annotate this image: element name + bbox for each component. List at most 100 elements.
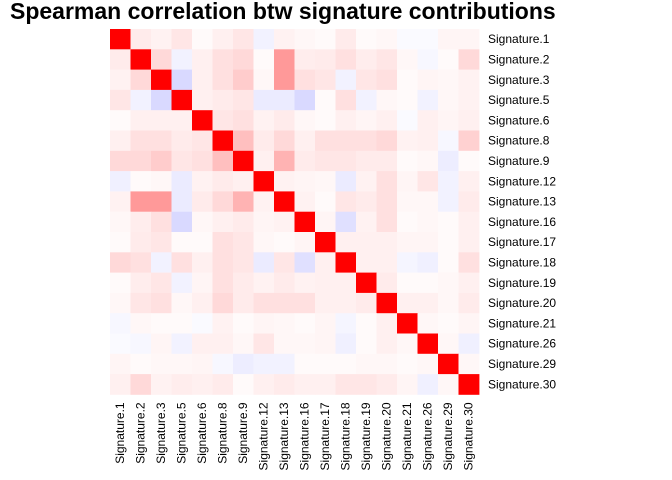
heatmap-cell — [253, 110, 275, 131]
heatmap-cell — [171, 252, 193, 273]
column-tick-label: Signature.18 — [339, 402, 353, 470]
column-tick-label: Signature.17 — [318, 402, 332, 470]
heatmap-cell — [253, 89, 275, 111]
heatmap-cell — [335, 89, 357, 111]
heatmap-cell — [397, 252, 418, 273]
heatmap-cell — [294, 110, 316, 131]
heatmap-cell — [110, 353, 131, 375]
heatmap-cell — [335, 353, 357, 375]
heatmap-cell — [417, 49, 439, 70]
heatmap-cell — [212, 110, 234, 131]
heatmap-cell — [253, 130, 275, 152]
heatmap-cell — [294, 292, 316, 314]
column-tick-label: Signature.3 — [154, 402, 168, 464]
heatmap-cell — [397, 272, 418, 294]
heatmap-cell — [315, 374, 336, 395]
heatmap-cell — [274, 374, 295, 395]
heatmap-cell — [192, 232, 213, 253]
heatmap-cell — [417, 353, 439, 375]
column-tick-label: Signature.5 — [175, 402, 189, 464]
column-tick-label: Signature.19 — [359, 402, 373, 470]
row-tick-label: Signature.18 — [488, 255, 556, 269]
heatmap-cell — [397, 150, 418, 172]
heatmap-cell — [376, 150, 398, 172]
heatmap-cell — [294, 69, 316, 91]
heatmap-cell — [151, 292, 172, 314]
heatmap-cell — [458, 211, 480, 233]
heatmap-cell — [212, 150, 234, 172]
heatmap-cell — [458, 69, 480, 91]
heatmap-cell — [294, 374, 316, 395]
heatmap-cell — [274, 69, 295, 91]
heatmap-cell — [458, 110, 480, 131]
heatmap-cell — [417, 232, 439, 253]
heatmap-cell — [151, 69, 172, 91]
heatmap-cell — [171, 150, 193, 172]
heatmap-cell — [458, 150, 480, 172]
heatmap-cell — [335, 130, 357, 152]
heatmap-cell — [335, 272, 357, 294]
heatmap-cell — [212, 211, 234, 233]
column-tick-label: Signature.1 — [113, 402, 127, 464]
heatmap-cell — [397, 191, 418, 213]
heatmap-cell — [356, 130, 377, 152]
heatmap-cell — [253, 150, 275, 172]
chart-title: Spearman correlation btw signature contr… — [10, 0, 556, 24]
heatmap-cell — [212, 313, 234, 334]
heatmap-cell — [335, 211, 357, 233]
heatmap-cell — [253, 313, 275, 334]
heatmap-cell — [417, 171, 439, 192]
heatmap-cell — [171, 191, 193, 213]
heatmap-cell — [397, 313, 418, 334]
heatmap-cell — [130, 292, 152, 314]
heatmap-cell — [458, 374, 480, 395]
heatmap-cell — [438, 130, 459, 152]
heatmap-cell — [274, 171, 295, 192]
heatmap-cell — [335, 232, 357, 253]
heatmap-cell — [458, 49, 480, 70]
column-tick-label: Signature.21 — [400, 402, 414, 470]
row-tick-label: Signature.26 — [488, 337, 556, 351]
heatmap-cell — [458, 252, 480, 273]
heatmap-cell — [397, 211, 418, 233]
heatmap-cell — [130, 69, 152, 91]
heatmap-cell — [458, 89, 480, 111]
heatmap-cell — [192, 171, 213, 192]
heatmap-cell — [397, 69, 418, 91]
heatmap-cell — [130, 130, 152, 152]
heatmap-cell — [417, 191, 439, 213]
heatmap-cell — [233, 110, 254, 131]
heatmap-cell — [192, 292, 213, 314]
heatmap-cell — [376, 171, 398, 192]
heatmap-cell — [130, 353, 152, 375]
heatmap-cell — [274, 150, 295, 172]
heatmap-cell — [110, 272, 131, 294]
heatmap-cell — [233, 211, 254, 233]
heatmap-cell — [212, 292, 234, 314]
heatmap-cell — [233, 69, 254, 91]
heatmap-cell — [130, 211, 152, 233]
heatmap-cell — [376, 374, 398, 395]
heatmap-cell — [294, 232, 316, 253]
heatmap-cell — [376, 353, 398, 375]
heatmap-cell — [376, 313, 398, 334]
heatmap-cell — [417, 252, 439, 273]
heatmap-cell — [192, 374, 213, 395]
heatmap-cell — [130, 374, 152, 395]
heatmap-cell — [417, 374, 439, 395]
heatmap-cell — [192, 191, 213, 213]
heatmap-cell — [397, 292, 418, 314]
heatmap-cell — [458, 272, 480, 294]
heatmap-cell — [335, 333, 357, 355]
heatmap-cell — [397, 232, 418, 253]
heatmap-cell — [356, 110, 377, 131]
heatmap-cell — [356, 333, 377, 355]
heatmap-cell — [315, 150, 336, 172]
heatmap-cell — [171, 171, 193, 192]
heatmap-cell — [417, 150, 439, 172]
heatmap-cell — [335, 171, 357, 192]
heatmap-cell — [233, 89, 254, 111]
heatmap-cell — [130, 232, 152, 253]
heatmap-cell — [438, 191, 459, 213]
heatmap-cell — [315, 29, 336, 50]
